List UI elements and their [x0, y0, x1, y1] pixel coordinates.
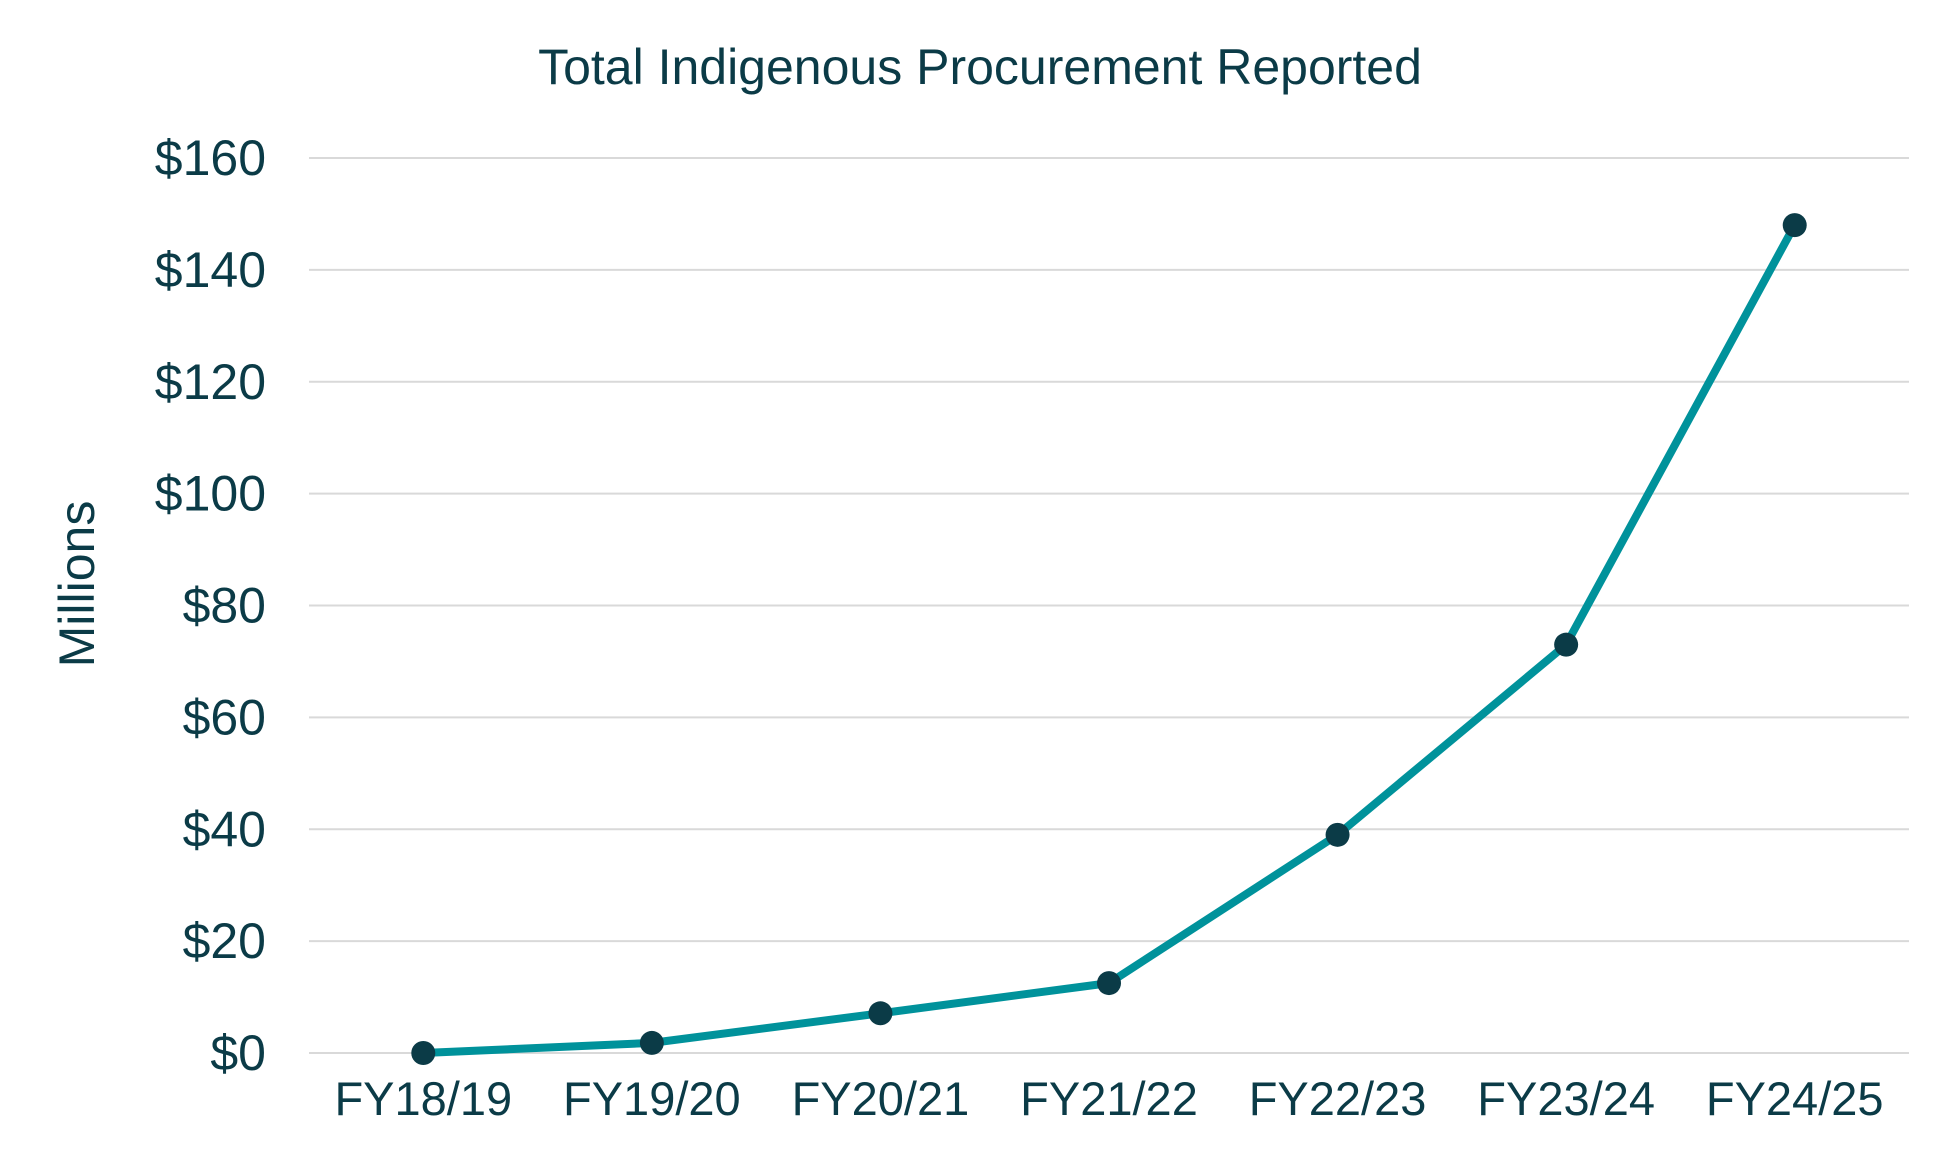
y-tick-label: $80 — [183, 578, 266, 634]
x-tick-label: FY23/24 — [1477, 1072, 1655, 1125]
y-tick-label: $160 — [155, 130, 266, 186]
x-tick-label: FY21/22 — [1020, 1072, 1198, 1125]
y-tick-label: $60 — [183, 689, 266, 745]
gridlines — [309, 157, 1909, 1054]
data-point — [868, 1001, 893, 1026]
y-tick-label: $40 — [183, 801, 266, 857]
x-tick-label: FY24/25 — [1706, 1072, 1884, 1125]
data-point — [1097, 971, 1121, 996]
x-tick-label: FY22/23 — [1249, 1072, 1427, 1125]
y-tick-label: $140 — [155, 242, 266, 298]
y-axis-ticks: $0 $20 $40 $60 $80 $100 $120 $140 $160 — [155, 130, 266, 1081]
x-axis-ticks: FY18/19 FY19/20 FY20/21 FY21/22 FY22/23 FY23/… — [334, 1072, 1883, 1125]
y-tick-label: $0 — [210, 1025, 266, 1081]
y-tick-label: $120 — [155, 354, 266, 410]
y-tick-label: $100 — [155, 466, 266, 522]
x-tick-label: FY18/19 — [334, 1072, 512, 1125]
data-point — [411, 1041, 436, 1065]
data-point — [1554, 632, 1579, 657]
series-layer — [411, 213, 1807, 1065]
data-point — [639, 1030, 664, 1055]
x-tick-label: FY20/21 — [792, 1072, 970, 1125]
y-tick-label: $20 — [183, 913, 266, 969]
chart-title: Total Indigenous Procurement Reported — [538, 39, 1422, 95]
x-tick-label: FY19/20 — [563, 1072, 741, 1125]
data-point — [1325, 822, 1350, 847]
series-line — [419, 221, 1799, 1057]
data-point — [1782, 213, 1807, 238]
y-axis-label: Millions — [49, 501, 105, 668]
